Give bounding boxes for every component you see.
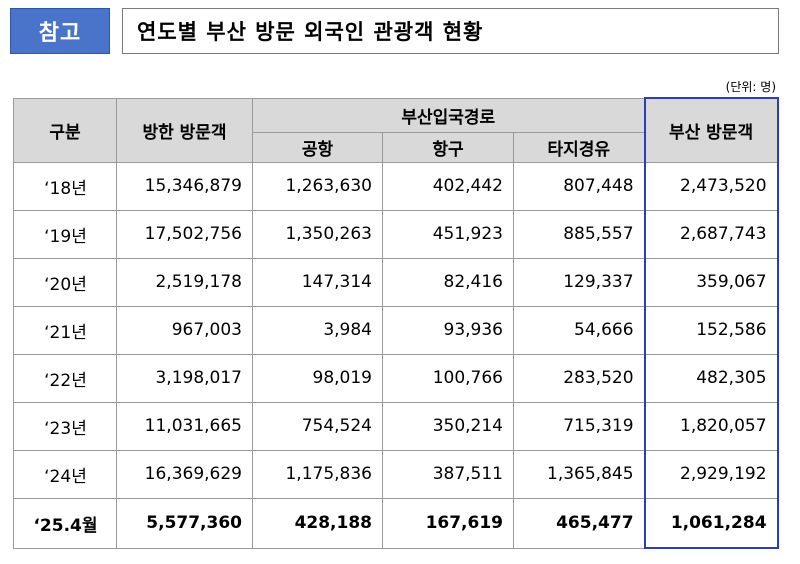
- cell-airport: 147,314: [252, 257, 383, 307]
- cell-year: ‘22년: [13, 353, 117, 403]
- cell-busan: 1,061,284: [643, 497, 779, 549]
- table-row: ‘19년 17,502,756 1,350,263 451,923 885,55…: [13, 209, 779, 259]
- cell-other: 1,365,845: [512, 449, 646, 499]
- cell-airport: 3,984: [252, 305, 383, 355]
- cell-year: ‘23년: [13, 401, 117, 451]
- cell-airport: 1,350,263: [252, 209, 383, 259]
- cell-korea: 15,346,879: [116, 161, 253, 211]
- col-header-category: 구분: [13, 97, 117, 163]
- cell-port: 387,511: [382, 449, 514, 499]
- cell-other: 885,557: [512, 209, 646, 259]
- visitor-table: 구분 방한 방문객 부산입국경로 부산 방문객 공항 항구 타지경유 ‘18년 …: [13, 97, 779, 549]
- col-header-route-group: 부산입국경로: [251, 97, 646, 133]
- cell-korea: 5,577,360: [116, 497, 253, 549]
- cell-port: 82,416: [382, 257, 514, 307]
- cell-year: ‘21년: [13, 305, 117, 355]
- header: 참고 연도별 부산 방문 외국인 관광객 현황: [10, 8, 779, 56]
- cell-year: ‘19년: [13, 209, 117, 259]
- cell-port: 167,619: [382, 497, 514, 549]
- table-row: ‘22년 3,198,017 98,019 100,766 283,520 48…: [13, 353, 779, 403]
- col-header-port: 항구: [382, 131, 514, 163]
- cell-other: 129,337: [512, 257, 646, 307]
- cell-korea: 967,003: [116, 305, 253, 355]
- cell-port: 93,936: [382, 305, 514, 355]
- col-header-korea-visitors: 방한 방문객: [116, 97, 253, 163]
- cell-busan: 482,305: [643, 353, 779, 403]
- cell-other: 54,666: [512, 305, 646, 355]
- cell-year: ‘20년: [13, 257, 117, 307]
- col-header-other: 타지경유: [512, 131, 646, 163]
- unit-label: (단위: 명): [725, 80, 776, 94]
- table-row: ‘20년 2,519,178 147,314 82,416 129,337 35…: [13, 257, 779, 307]
- cell-korea: 2,519,178: [116, 257, 253, 307]
- cell-korea: 3,198,017: [116, 353, 253, 403]
- table-row: ‘23년 11,031,665 754,524 350,214 715,319 …: [13, 401, 779, 451]
- page-title: 연도별 부산 방문 외국인 관광객 현황: [122, 8, 779, 54]
- cell-other: 283,520: [512, 353, 646, 403]
- table-row: ‘24년 16,369,629 1,175,836 387,511 1,365,…: [13, 449, 779, 499]
- cell-airport: 98,019: [252, 353, 383, 403]
- col-header-airport: 공항: [252, 131, 383, 163]
- table-row: ‘18년 15,346,879 1,263,630 402,442 807,44…: [13, 161, 779, 211]
- cell-airport: 754,524: [252, 401, 383, 451]
- cell-korea: 16,369,629: [116, 449, 253, 499]
- col-header-busan-visitors: 부산 방문객: [643, 97, 779, 163]
- cell-airport: 1,175,836: [252, 449, 383, 499]
- cell-other: 465,477: [512, 497, 646, 549]
- cell-year: ‘24년: [13, 449, 117, 499]
- cell-busan: 152,586: [643, 305, 779, 355]
- cell-busan: 2,687,743: [643, 209, 779, 259]
- cell-busan: 1,820,057: [643, 401, 779, 451]
- cell-year: ‘25.4월: [13, 497, 117, 549]
- cell-port: 402,442: [382, 161, 514, 211]
- cell-airport: 428,188: [252, 497, 383, 549]
- cell-port: 350,214: [382, 401, 514, 451]
- cell-busan: 2,929,192: [643, 449, 779, 499]
- table-row-latest: ‘25.4월 5,577,360 428,188 167,619 465,477…: [13, 497, 779, 549]
- cell-port: 451,923: [382, 209, 514, 259]
- cell-other: 715,319: [512, 401, 646, 451]
- cell-port: 100,766: [382, 353, 514, 403]
- reference-badge: 참고: [10, 8, 110, 54]
- cell-busan: 359,067: [643, 257, 779, 307]
- table-row: ‘21년 967,003 3,984 93,936 54,666 152,586: [13, 305, 779, 355]
- cell-year: ‘18년: [13, 161, 117, 211]
- cell-busan: 2,473,520: [643, 161, 779, 211]
- cell-other: 807,448: [512, 161, 646, 211]
- cell-korea: 17,502,756: [116, 209, 253, 259]
- cell-korea: 11,031,665: [116, 401, 253, 451]
- cell-airport: 1,263,630: [252, 161, 383, 211]
